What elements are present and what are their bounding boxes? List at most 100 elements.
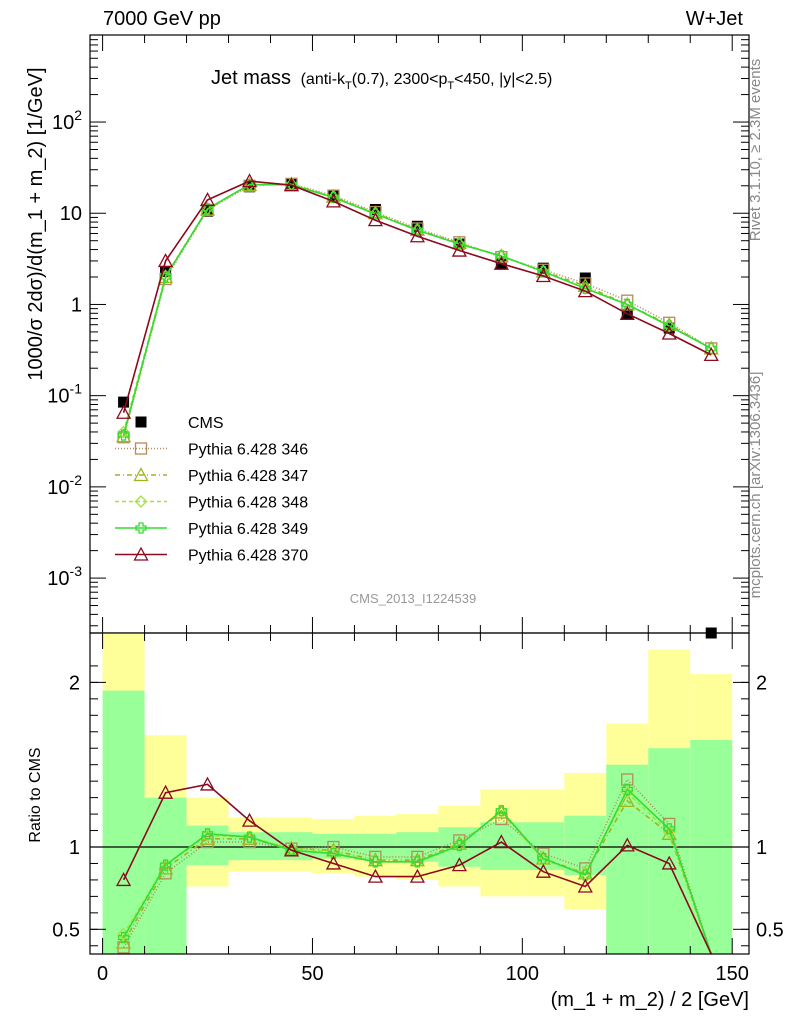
data-point-s4-6: [369, 208, 382, 220]
series-line-5: [122, 180, 712, 413]
ratio-point-s3-6: [369, 856, 382, 868]
ratio-point-s4-3: [241, 812, 258, 827]
ratio-point-s4-11: [577, 878, 593, 893]
ratio-point-s4-8: [451, 857, 467, 872]
mcplots-label: mcplots.cern.ch [arXiv:1306.3436]: [747, 372, 764, 599]
ratio-point-s4-9: [493, 834, 509, 849]
ratio-point-s4-12: [619, 837, 635, 852]
band-inner-0: [102, 690, 145, 954]
ratio-y-label: Ratio to CMS: [27, 747, 44, 842]
x-tick-label-1: 50: [301, 963, 323, 985]
ratio-point-s1-12: [619, 793, 635, 808]
y-tick-label-0: 10-3: [47, 563, 82, 590]
ratio-point-s3-3: [243, 831, 256, 843]
energy-label: 7000 GeV pp: [103, 8, 221, 30]
legend-marker-0: [135, 416, 147, 428]
ratio-point-s3-1: [159, 859, 172, 871]
main-y-axis: 10-3 10-2 10-1 1 10 102: [47, 34, 749, 633]
legend-marker-5: [133, 546, 149, 561]
ratio-point-s4-6: [367, 868, 384, 883]
ratio-axes: 0.5 0.5 1 1 2 2 0 50 100 150: [52, 633, 784, 985]
data-point-s5-8: [451, 242, 467, 257]
y-tick-label-1: 10-2: [47, 472, 82, 499]
legend-label-0: CMS: [188, 415, 224, 432]
band-inner-1: [144, 797, 187, 954]
data-point-s5-3: [241, 173, 258, 188]
ratio-line-3: [122, 788, 712, 955]
x-tick-label-0: 0: [97, 963, 108, 985]
data-point-s0-0: [118, 396, 130, 408]
data-point-s5-2: [199, 192, 216, 207]
ratio-point-s3-11: [579, 869, 591, 881]
legend-label-4: Pythia 6.428 349: [188, 521, 308, 538]
data-point-s4-7: [411, 224, 424, 236]
main-plot-series: [115, 173, 719, 639]
data-point-s5-5: [325, 193, 342, 208]
data-point-s5-9: [493, 255, 509, 270]
ratio-point-s4-10: [535, 863, 551, 878]
ratio-y-tick-label-right-1: 1: [756, 837, 767, 859]
band-inner-13: [648, 748, 691, 954]
data-point-s5-7: [409, 228, 425, 243]
ratio-point-s4-5: [325, 855, 342, 870]
data-point-s5-11: [577, 283, 593, 298]
ratio-frame: [89, 632, 750, 955]
ratio-point-s4-4: [283, 842, 300, 857]
ratio-point-s4-13: [661, 855, 677, 870]
x-axis-label: (m_1 + m_2) / 2 [GeV]: [551, 989, 749, 1011]
legend-marker-3: [134, 495, 148, 508]
ratio-point-s1-0: [115, 934, 132, 949]
ratio-point-s1-13: [661, 825, 677, 840]
legend-marker-4: [135, 522, 147, 534]
legend-label-3: Pythia 6.428 348: [188, 495, 308, 512]
data-point-s5-12: [619, 305, 635, 320]
ratio-point-s3-12: [621, 783, 633, 796]
ratio-line-1: [122, 799, 712, 955]
ratio-y-tick-label-right-0: 0.5: [756, 919, 784, 941]
legend-label-2: Pythia 6.428 347: [188, 468, 308, 485]
ratio-uncertainty-bands: [90, 633, 749, 954]
data-point-s4-12: [621, 298, 633, 311]
data-point-s4-11: [579, 282, 591, 295]
plot-title: Jet mass (anti-kT(0.7), 2300<pT<450, |y|…: [211, 67, 552, 92]
ratio-point-s3-2: [201, 828, 214, 840]
data-point-s4-1: [159, 271, 172, 283]
x-tick-label-2: 100: [506, 963, 539, 985]
legend-marker-2: [133, 467, 149, 482]
y-tick-label-4: 10: [60, 203, 82, 225]
legend-label-5: Pythia 6.428 370: [188, 548, 308, 565]
rivet-version-label: Rivet 3.1.10, ≥ 2.3M events: [747, 59, 764, 242]
main-y-label: 1000/σ 2dσ)/d(m_1 + m_2) [1/GeV]: [25, 67, 47, 380]
y-tick-label-5: 102: [52, 107, 82, 134]
ratio-plot-series: [115, 773, 712, 955]
data-point-s3-0: [117, 425, 130, 439]
legend-marker-1: [134, 442, 148, 455]
data-point-s5-14: [703, 347, 719, 362]
ratio-point-s4-2: [199, 776, 216, 791]
ratio-y-tick-label-left-2: 2: [69, 672, 80, 694]
ratio-line-4: [122, 783, 712, 955]
ratio-point-s3-9: [495, 805, 507, 817]
ratio-y-tick-label-left-0: 0.5: [52, 919, 80, 941]
data-point-s0-7: [411, 220, 423, 232]
process-label: W+Jet: [685, 8, 743, 30]
ratio-point-s4-1: [157, 784, 174, 799]
data-point-s5-4: [283, 177, 300, 192]
y-tick-label-3: 1: [71, 294, 82, 316]
data-point-s5-13: [661, 325, 677, 340]
ratio-point-s3-0: [117, 931, 130, 944]
main-frame: [89, 34, 750, 634]
ratio-y-tick-label-right-2: 2: [756, 672, 767, 694]
ratio-point-s1-9: [493, 804, 509, 819]
ratio-point-s3-10: [537, 852, 549, 865]
x-tick-label-3: 150: [716, 963, 749, 985]
ratio-point-s3-13: [663, 823, 675, 835]
data-point-s5-0: [115, 404, 132, 419]
ratio-point-s3-5: [327, 847, 340, 860]
data-point-s5-1: [157, 253, 174, 268]
ratio-point-s3-7: [411, 856, 424, 868]
legend: CMS Pythia 6.428 346 Pythia 6.428 347 Pythi…: [115, 415, 308, 565]
ratio-point-s4-0: [115, 872, 132, 887]
analysis-id: CMS_2013_I1224539: [350, 591, 477, 606]
